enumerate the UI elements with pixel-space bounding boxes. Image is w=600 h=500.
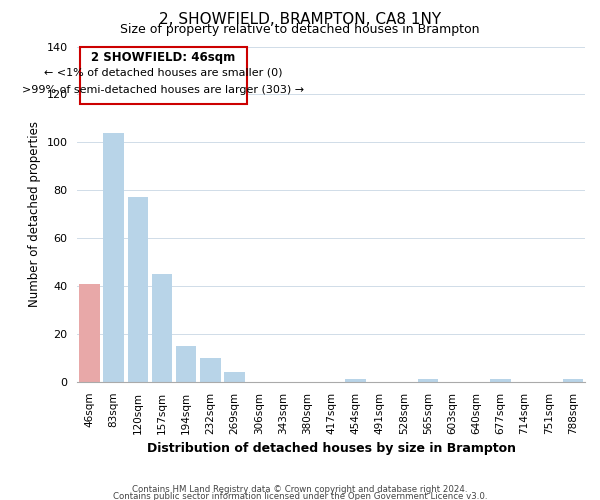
Bar [563,380,583,382]
Bar [224,372,245,382]
Text: 2, SHOWFIELD, BRAMPTON, CA8 1NY: 2, SHOWFIELD, BRAMPTON, CA8 1NY [159,12,441,28]
Text: Contains HM Land Registry data © Crown copyright and database right 2024.: Contains HM Land Registry data © Crown c… [132,484,468,494]
Bar [200,358,221,382]
Text: >99% of semi-detached houses are larger (303) →: >99% of semi-detached houses are larger … [22,84,304,94]
Text: 2 SHOWFIELD: 46sqm: 2 SHOWFIELD: 46sqm [91,51,235,64]
Bar [152,274,172,382]
Bar [103,132,124,382]
Bar [345,380,365,382]
Bar [176,346,196,382]
Text: ← <1% of detached houses are smaller (0): ← <1% of detached houses are smaller (0) [44,68,283,78]
FancyBboxPatch shape [80,46,247,104]
Text: Size of property relative to detached houses in Brampton: Size of property relative to detached ho… [120,22,480,36]
Bar [79,284,100,382]
Bar [418,380,438,382]
Bar [490,380,511,382]
X-axis label: Distribution of detached houses by size in Brampton: Distribution of detached houses by size … [147,442,516,455]
Text: Contains public sector information licensed under the Open Government Licence v3: Contains public sector information licen… [113,492,487,500]
Bar [128,198,148,382]
Y-axis label: Number of detached properties: Number of detached properties [28,121,41,307]
